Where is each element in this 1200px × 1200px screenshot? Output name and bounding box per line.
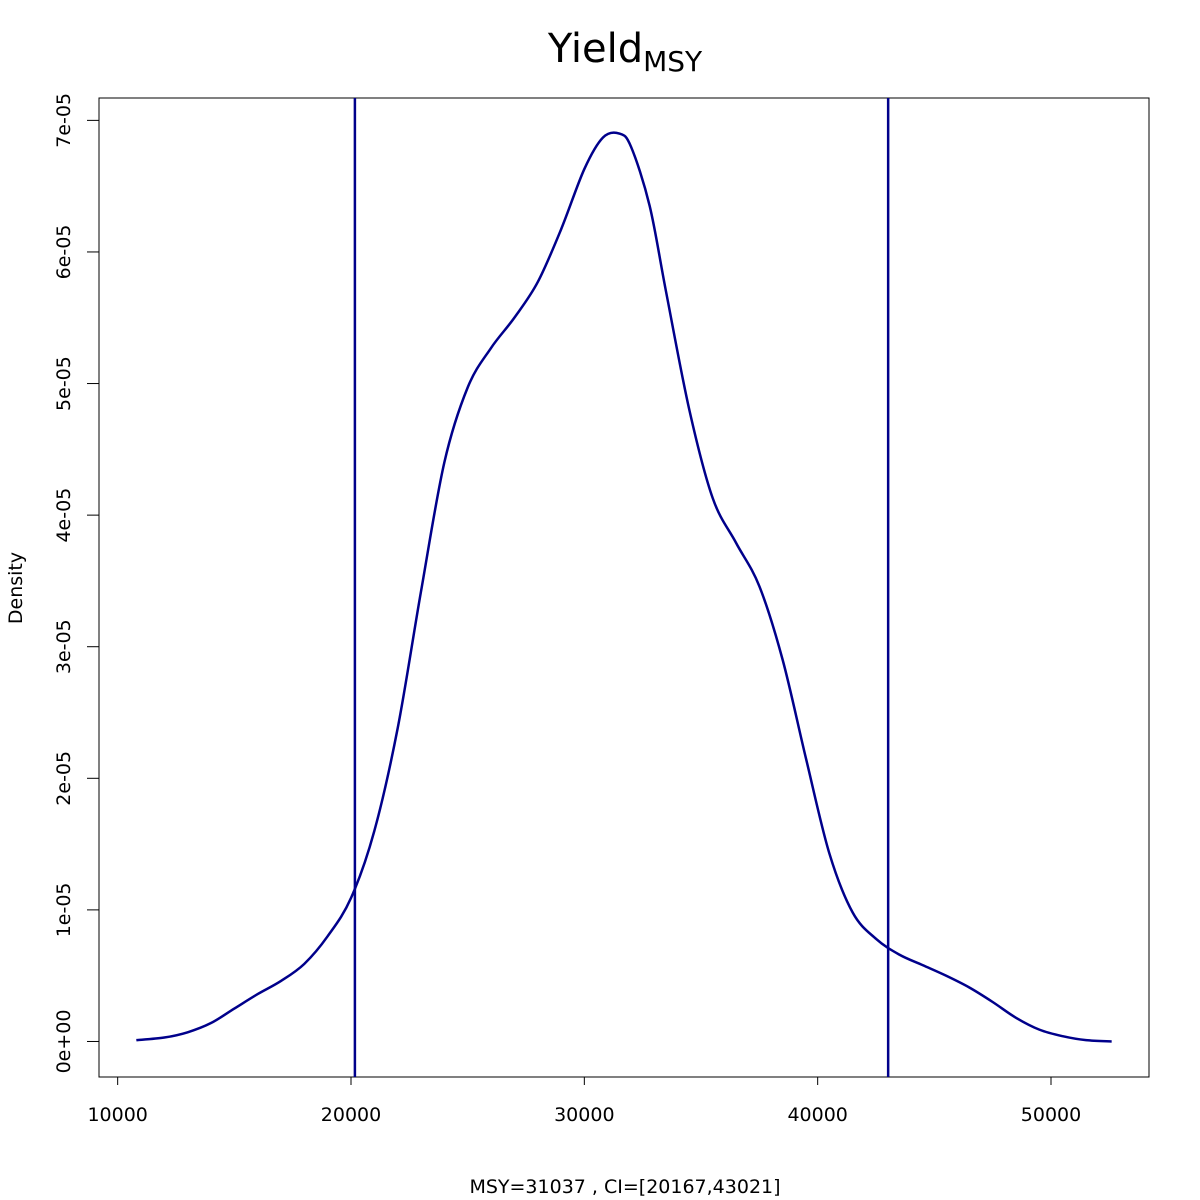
y-tick-label: 3e-05 xyxy=(53,619,75,674)
y-tick-label: 4e-05 xyxy=(53,488,75,543)
x-axis: 10000 20000 30000 40000 50000 xyxy=(87,1076,1081,1126)
x-tick-label: 40000 xyxy=(787,1104,847,1126)
x-axis-label: MSY=31037 , CI=[20167,43021] xyxy=(469,1176,780,1198)
plot-area xyxy=(136,98,1112,1077)
chart-title-subscript: MSY xyxy=(643,45,703,78)
y-tick-label: 7e-05 xyxy=(53,93,75,148)
chart-title: YieldMSY xyxy=(547,26,703,78)
y-tick-label: 5e-05 xyxy=(53,356,75,411)
y-axis-label: Density xyxy=(5,552,27,624)
y-tick-label: 0e+00 xyxy=(53,1010,75,1074)
x-tick-label: 50000 xyxy=(1021,1104,1081,1126)
y-tick-label: 2e-05 xyxy=(53,751,75,806)
x-tick-label: 10000 xyxy=(87,1104,147,1126)
x-tick-label: 20000 xyxy=(321,1104,381,1126)
chart-title-main: Yield xyxy=(547,26,643,72)
plot-frame xyxy=(98,97,1150,1078)
x-tick-label: 30000 xyxy=(554,1104,614,1126)
y-tick-label: 1e-05 xyxy=(53,882,75,937)
density-curve xyxy=(136,131,1112,1043)
y-axis: 0e+00 1e-05 2e-05 3e-05 4e-05 5e-05 6e-05 7e-05 xyxy=(53,93,100,1074)
y-tick-label: 6e-05 xyxy=(53,225,75,280)
